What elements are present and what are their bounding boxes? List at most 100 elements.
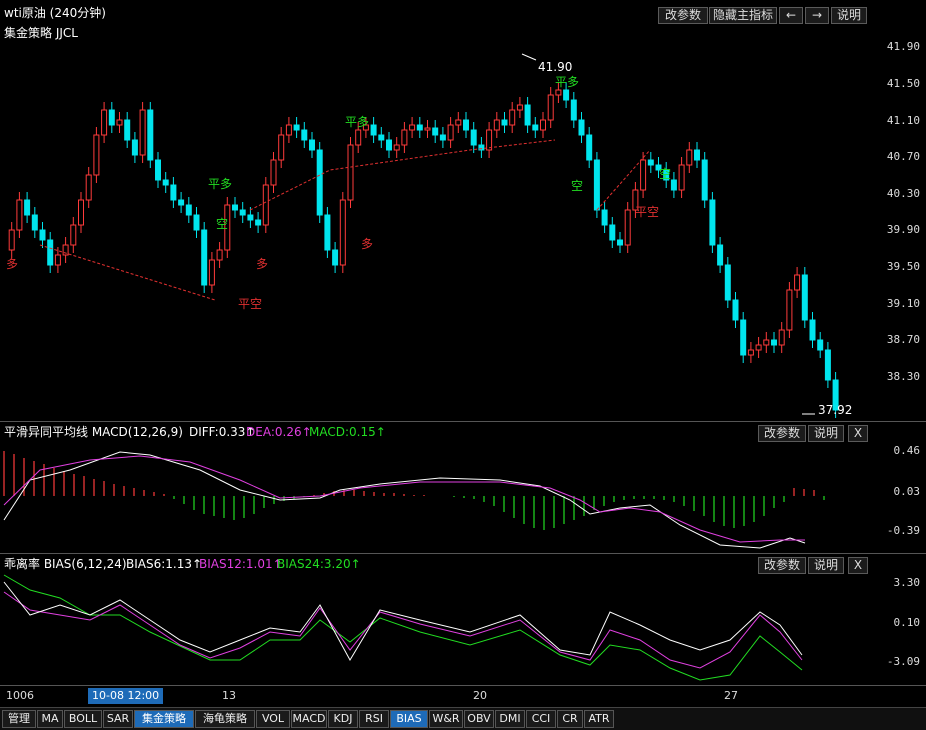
next-arrow-button[interactable]: → xyxy=(805,7,829,24)
candle-body xyxy=(16,199,23,231)
prev-arrow-button[interactable]: ← xyxy=(779,7,803,24)
price-tick: 40.30 xyxy=(886,187,920,200)
bias-chart[interactable] xyxy=(0,572,868,684)
candle-body xyxy=(647,159,654,166)
candle-body xyxy=(124,119,131,141)
macd-close-button[interactable]: X xyxy=(848,425,868,442)
macd-name: 平滑异同平均线 MACD(12,26,9) xyxy=(4,425,183,439)
tab-sar[interactable]: SAR xyxy=(103,710,133,728)
tab-rsi[interactable]: RSI xyxy=(359,710,389,728)
bias-tick: 0.10 xyxy=(893,616,921,629)
candle-body xyxy=(617,239,623,246)
candle-body xyxy=(193,214,200,231)
help-button[interactable]: 说明 xyxy=(831,7,867,24)
trade-signal-label: 多 xyxy=(361,237,373,251)
candle-body xyxy=(747,349,754,356)
candle-body xyxy=(232,204,238,211)
candle-body xyxy=(432,127,439,136)
tab-kdj[interactable]: KDJ xyxy=(328,710,358,728)
bias-help-button[interactable]: 说明 xyxy=(808,557,844,574)
indicator-tab-bar: 管理 MA BOLL SAR 集金策略 海龟策略 VOL MACD KDJ RS… xyxy=(0,707,926,730)
tab-atr[interactable]: ATR xyxy=(584,710,614,728)
tab-turtle[interactable]: 海龟策略 xyxy=(195,710,255,728)
candle-body xyxy=(763,339,770,346)
candle-body xyxy=(801,274,808,321)
candle-body xyxy=(316,149,323,216)
candle-body xyxy=(563,89,570,101)
candle-body xyxy=(640,159,647,191)
tab-jjcl[interactable]: 集金策略 xyxy=(134,710,194,728)
candle-body xyxy=(809,319,816,341)
macd-help-button[interactable]: 说明 xyxy=(808,425,844,442)
candle-body xyxy=(624,209,631,246)
tab-cci[interactable]: CCI xyxy=(526,710,556,728)
candle-body xyxy=(147,109,154,161)
tab-obv[interactable]: OBV xyxy=(464,710,494,728)
macd-tick: -0.39 xyxy=(886,524,920,537)
candle-body xyxy=(547,94,554,121)
candle-body xyxy=(424,127,431,131)
candle-body xyxy=(31,214,38,231)
tab-bias[interactable]: BIAS xyxy=(390,710,428,728)
bias-tick: 3.30 xyxy=(893,576,921,589)
macd-tick: 0.46 xyxy=(893,444,921,457)
hide-main-indicator-button[interactable]: 隐藏主指标 xyxy=(709,7,777,24)
tab-boll[interactable]: BOLL xyxy=(64,710,102,728)
candle-body xyxy=(670,179,677,191)
candle-body xyxy=(817,339,824,351)
tab-ma[interactable]: MA xyxy=(37,710,63,728)
bias-edit-params-button[interactable]: 改参数 xyxy=(758,557,806,574)
trend-line-down xyxy=(39,244,216,301)
price-tick: 41.10 xyxy=(886,114,920,127)
candle-body xyxy=(478,144,485,151)
trade-signal-label: 平多 xyxy=(208,177,232,191)
candle-body xyxy=(409,124,416,131)
candle-body xyxy=(362,124,369,131)
candle-body xyxy=(131,139,138,156)
tab-dmi[interactable]: DMI xyxy=(495,710,525,728)
edit-params-button[interactable]: 改参数 xyxy=(658,7,708,24)
macd-edit-params-button[interactable]: 改参数 xyxy=(758,425,806,442)
candle-body xyxy=(339,199,346,266)
price-tick: 39.10 xyxy=(886,297,920,310)
time-label: 20 xyxy=(473,689,487,702)
macd-diff-value: DIFF:0.33↑ xyxy=(189,425,256,439)
candle-body xyxy=(655,164,662,171)
candle-body xyxy=(686,149,693,166)
tab-cr[interactable]: CR xyxy=(557,710,583,728)
trade-signal-label: 多 xyxy=(256,257,268,271)
tab-manage[interactable]: 管理 xyxy=(2,710,36,728)
candle-body xyxy=(470,129,477,146)
bias-close-button[interactable]: X xyxy=(848,557,868,574)
main-indicator-name: 集金策略 JJCL xyxy=(4,26,78,40)
candle-body xyxy=(509,109,516,126)
candle-body xyxy=(724,264,731,301)
candle-body xyxy=(486,129,493,151)
candle-body xyxy=(24,199,31,216)
candle-body xyxy=(694,149,700,161)
tab-vol[interactable]: VOL xyxy=(256,710,290,728)
bias-tick: -3.09 xyxy=(886,655,920,668)
price-tick: 38.70 xyxy=(886,333,920,346)
candle-body xyxy=(578,119,585,136)
candle-body xyxy=(208,259,215,286)
price-tick: 38.30 xyxy=(886,370,920,383)
candle-body xyxy=(740,319,747,356)
candle-body xyxy=(755,344,762,351)
macd-tick: 0.03 xyxy=(893,485,921,498)
candle-body xyxy=(54,254,61,266)
tab-macd[interactable]: MACD xyxy=(291,710,327,728)
candle-body xyxy=(70,224,77,246)
candle-body xyxy=(239,209,246,216)
trade-signal-label: 空 xyxy=(659,167,671,181)
macd-chart[interactable] xyxy=(0,440,868,552)
candle-body xyxy=(270,159,277,186)
candle-body xyxy=(247,214,254,221)
tab-wr[interactable]: W&R xyxy=(429,710,463,728)
candle-body xyxy=(255,219,262,226)
candle-body xyxy=(524,104,531,126)
candle-body xyxy=(332,249,339,266)
bias12-value: BIAS12:1.01↑ xyxy=(199,557,283,571)
trade-signal-label: 平多 xyxy=(555,75,579,89)
